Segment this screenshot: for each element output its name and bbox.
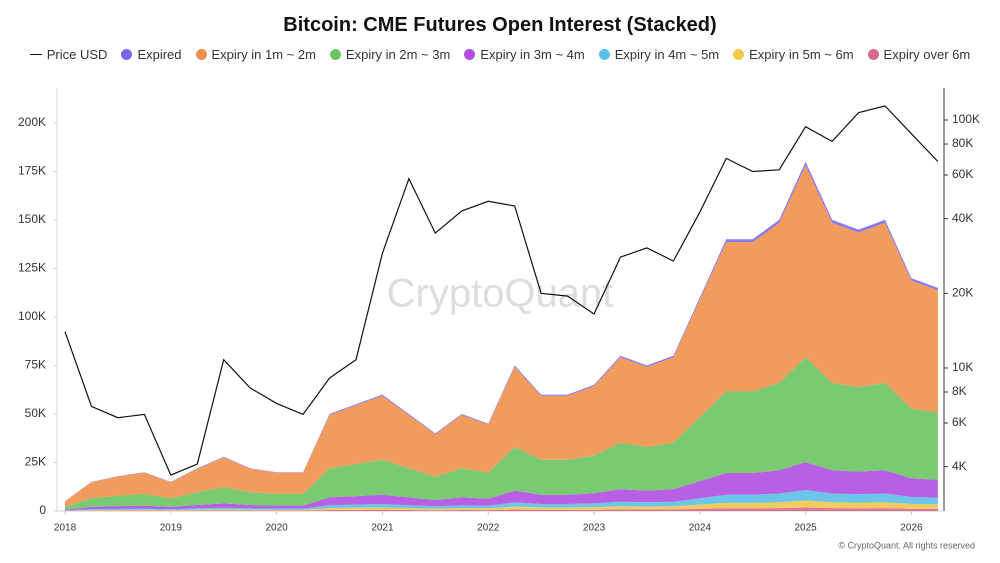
legend-label: Expiry in 1m ~ 2m: [211, 47, 316, 62]
legend-swatch: [464, 49, 476, 60]
y2-tick-label: 80K: [952, 136, 973, 150]
y2-tick-label: 8K: [952, 384, 967, 398]
x-tick-label: 2023: [583, 523, 606, 534]
chart-title: Bitcoin: CME Futures Open Interest (Stac…: [283, 14, 717, 36]
y2-tick-label: 100K: [952, 112, 980, 126]
legend-label: Expiry over 6m: [883, 47, 971, 62]
x-tick-label: 2024: [689, 523, 712, 534]
y-tick-label: 100K: [18, 309, 46, 323]
y2-tick-label: 60K: [952, 167, 973, 181]
x-tick-label: 2018: [54, 523, 77, 534]
watermark: CryptoQuant: [387, 272, 614, 316]
price-line: [64, 105, 939, 476]
legend-item[interactable]: Expiry over 6m: [867, 47, 971, 62]
legend-item[interactable]: Expiry in 2m ~ 3m: [329, 47, 451, 62]
y-tick-label: 75K: [25, 358, 46, 372]
legend-label: Expiry in 2m ~ 3m: [345, 47, 451, 62]
legend-item[interactable]: Expiry in 3m ~ 4m: [464, 47, 585, 62]
legend-label: Expired: [137, 47, 182, 62]
area: [65, 357, 938, 510]
legend-item[interactable]: Price USD: [29, 47, 108, 62]
area: [65, 165, 938, 507]
legend-item[interactable]: Expiry in 1m ~ 2m: [195, 47, 316, 62]
x-tick-label: 2025: [795, 523, 818, 534]
legend-swatch: [867, 49, 879, 60]
y-tick-label: 175K: [18, 164, 46, 178]
y2-tick-label: 6K: [952, 415, 967, 429]
y-tick-label: 125K: [18, 261, 46, 275]
y2-tick-label: 20K: [952, 286, 973, 300]
legend-label: Expiry in 3m ~ 4m: [480, 47, 585, 62]
legend-item[interactable]: Expiry in 4m ~ 5m: [598, 47, 720, 62]
y-tick-label: 25K: [25, 455, 46, 469]
area: [65, 490, 938, 511]
area: [65, 500, 938, 511]
x-tick-label: 2019: [160, 523, 183, 534]
y-tick-label: 50K: [25, 406, 46, 420]
area: [65, 507, 938, 511]
legend-swatch: [733, 49, 745, 60]
area: [65, 462, 938, 511]
y2-tick-label: 40K: [952, 211, 973, 225]
y-tick-label: 150K: [18, 212, 46, 226]
legend-label: Expiry in 5m ~ 6m: [749, 47, 854, 62]
legend-item[interactable]: Expiry in 5m ~ 6m: [733, 47, 854, 62]
footer: © CryptoQuant. All rights reserved: [838, 540, 975, 550]
legend-swatch: [598, 49, 610, 60]
y2-tick-label: 10K: [952, 360, 973, 374]
legend-swatch: [29, 54, 42, 55]
legend-swatch: [329, 49, 341, 60]
x-tick-label: 2022: [477, 523, 500, 534]
y-tick-label: 0: [39, 503, 46, 517]
legend: Price USD Expired Expiry in 1m ~ 2m Expiry …: [0, 47, 1000, 62]
legend-item[interactable]: Expired: [121, 47, 182, 62]
x-tick-label: 2021: [371, 523, 394, 534]
legend-label: Price USD: [46, 47, 108, 62]
legend-swatch: [121, 49, 133, 60]
x-tick-label: 2026: [900, 523, 923, 534]
x-tick-label: 2020: [266, 523, 289, 534]
y2-tick-label: 4K: [952, 459, 967, 473]
legend-label: Expiry in 4m ~ 5m: [614, 47, 720, 62]
legend-swatch: [195, 49, 207, 60]
y-tick-label: 200K: [18, 115, 46, 129]
